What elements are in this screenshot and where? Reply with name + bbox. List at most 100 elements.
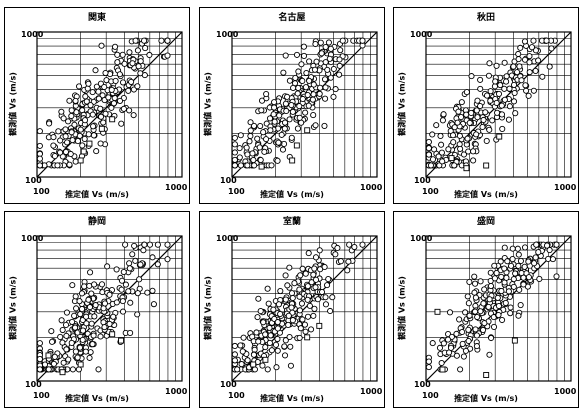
data-point (477, 102, 484, 110)
data-point (286, 264, 293, 271)
data-point (459, 340, 466, 347)
data-point (521, 56, 529, 63)
data-point (154, 241, 161, 248)
data-point (463, 89, 470, 96)
chart-title: 名古屋 (278, 13, 306, 23)
data-point (59, 339, 66, 346)
data-point (119, 79, 127, 86)
data-point (50, 142, 57, 149)
data-point (119, 308, 127, 315)
data-point (60, 359, 67, 366)
data-point (76, 298, 83, 305)
data-point (451, 124, 458, 131)
outlier-point (289, 157, 296, 164)
plot-frame (36, 31, 183, 178)
data-point (279, 146, 287, 153)
data-point (501, 59, 508, 66)
data-point (92, 67, 99, 74)
data-point (493, 270, 500, 277)
data-point (79, 336, 86, 343)
data-point (444, 336, 452, 343)
data-point (482, 109, 489, 116)
data-point (425, 358, 432, 365)
data-point (336, 62, 343, 69)
outlier-point (262, 356, 269, 363)
data-point (435, 153, 442, 160)
data-point (280, 69, 287, 76)
chart-panel-morioka: 盛岡 観測値 Vs (m/s) 1000 100 100 1000 推定値 Vs… (393, 211, 579, 408)
outlier-point (304, 127, 311, 134)
data-point (471, 289, 478, 296)
data-point (238, 361, 245, 368)
data-point (431, 146, 438, 153)
data-point (314, 296, 321, 303)
chart-panel-akita: 秋田 観測値 Vs (m/s) 1000 100 100 1000 推定値 Vs… (393, 7, 579, 204)
data-point (528, 44, 536, 51)
data-point (91, 313, 98, 320)
data-point (275, 139, 282, 146)
outlier-point (118, 337, 125, 344)
data-point (91, 281, 98, 288)
data-point (322, 84, 329, 91)
outlier-point (448, 155, 455, 162)
outlier-point (98, 125, 105, 132)
data-point (281, 125, 288, 132)
x-axis-label: 推定値 Vs (m/s) (454, 190, 518, 199)
data-point (254, 135, 261, 142)
data-point (255, 338, 262, 345)
data-point (137, 58, 144, 65)
plot-frame (231, 31, 378, 178)
data-point (277, 287, 284, 295)
data-point (266, 339, 273, 347)
data-point (136, 276, 143, 283)
data-point (486, 296, 493, 303)
data-point (317, 84, 324, 91)
data-point (515, 312, 522, 319)
data-point (263, 91, 270, 98)
data-point (306, 77, 313, 84)
data-point (77, 126, 84, 133)
data-point (112, 77, 119, 84)
data-point (250, 122, 258, 129)
data-point (324, 66, 331, 73)
data-point (276, 112, 283, 119)
data-point (59, 326, 66, 334)
data-point (247, 127, 254, 134)
data-point (433, 122, 440, 129)
data-point (532, 254, 539, 261)
data-point (504, 258, 511, 265)
data-point (260, 319, 267, 326)
data-point (50, 360, 58, 367)
data-point (51, 353, 58, 360)
data-point (477, 308, 484, 315)
data-point (132, 257, 139, 264)
x-tick-min: 100 (33, 187, 50, 196)
data-point (293, 51, 301, 58)
data-point (76, 132, 83, 139)
data-point (438, 149, 445, 156)
data-point (120, 105, 127, 112)
data-point (425, 151, 432, 158)
data-point (277, 310, 284, 318)
data-point (66, 161, 73, 168)
data-point (90, 123, 97, 130)
data-point (116, 71, 123, 78)
data-point (474, 313, 481, 321)
data-point (437, 132, 444, 140)
x-axis-label: 推定値 Vs (m/s) (65, 190, 129, 199)
data-point (164, 241, 171, 248)
data-point (532, 47, 539, 54)
data-point (543, 37, 550, 44)
data-point (146, 241, 154, 248)
data-point (535, 249, 542, 256)
data-point (465, 326, 472, 333)
data-point (81, 135, 88, 142)
data-point (468, 109, 475, 117)
data-point (515, 56, 522, 63)
data-point (294, 125, 301, 132)
data-point (102, 69, 109, 77)
data-point (72, 158, 79, 165)
data-point (509, 245, 516, 252)
data-point (119, 298, 126, 305)
data-point (477, 85, 484, 92)
